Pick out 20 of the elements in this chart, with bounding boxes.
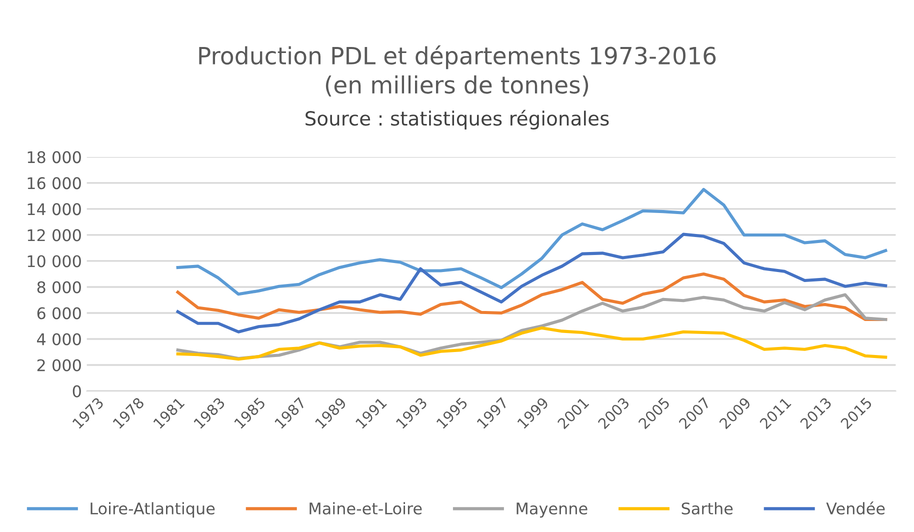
line-series <box>176 326 888 361</box>
y-tick-label: 18 000 <box>28 151 81 164</box>
line-series <box>176 232 888 334</box>
legend-label: Sarthe <box>682 502 733 515</box>
chart-subtitle: Source : statistiques régionales <box>306 110 609 130</box>
chart-title: Production PDL et départements 1973-2016 (en milliers de tonnes) <box>199 45 716 96</box>
y-tick-label: 12 000 <box>28 229 81 242</box>
legend-label: Loire-Atlantique <box>90 502 215 518</box>
y-tick-label: 10 000 <box>28 255 81 268</box>
y-tick-label: 4 000 <box>37 333 81 346</box>
line-series <box>176 188 888 296</box>
y-tick-label: 16 000 <box>28 177 81 190</box>
legend-label: Vendée <box>826 502 885 515</box>
legend-label: Maine-et-Loire <box>310 502 422 515</box>
y-tick-label: 2 000 <box>37 359 81 372</box>
y-tick-label: 6 000 <box>37 307 81 320</box>
y-tick-label: 0 <box>72 385 81 398</box>
y-tick-label: 14 000 <box>28 203 81 216</box>
y-tick-label: 8 000 <box>37 281 81 294</box>
legend-label: Mayenne <box>516 502 588 518</box>
